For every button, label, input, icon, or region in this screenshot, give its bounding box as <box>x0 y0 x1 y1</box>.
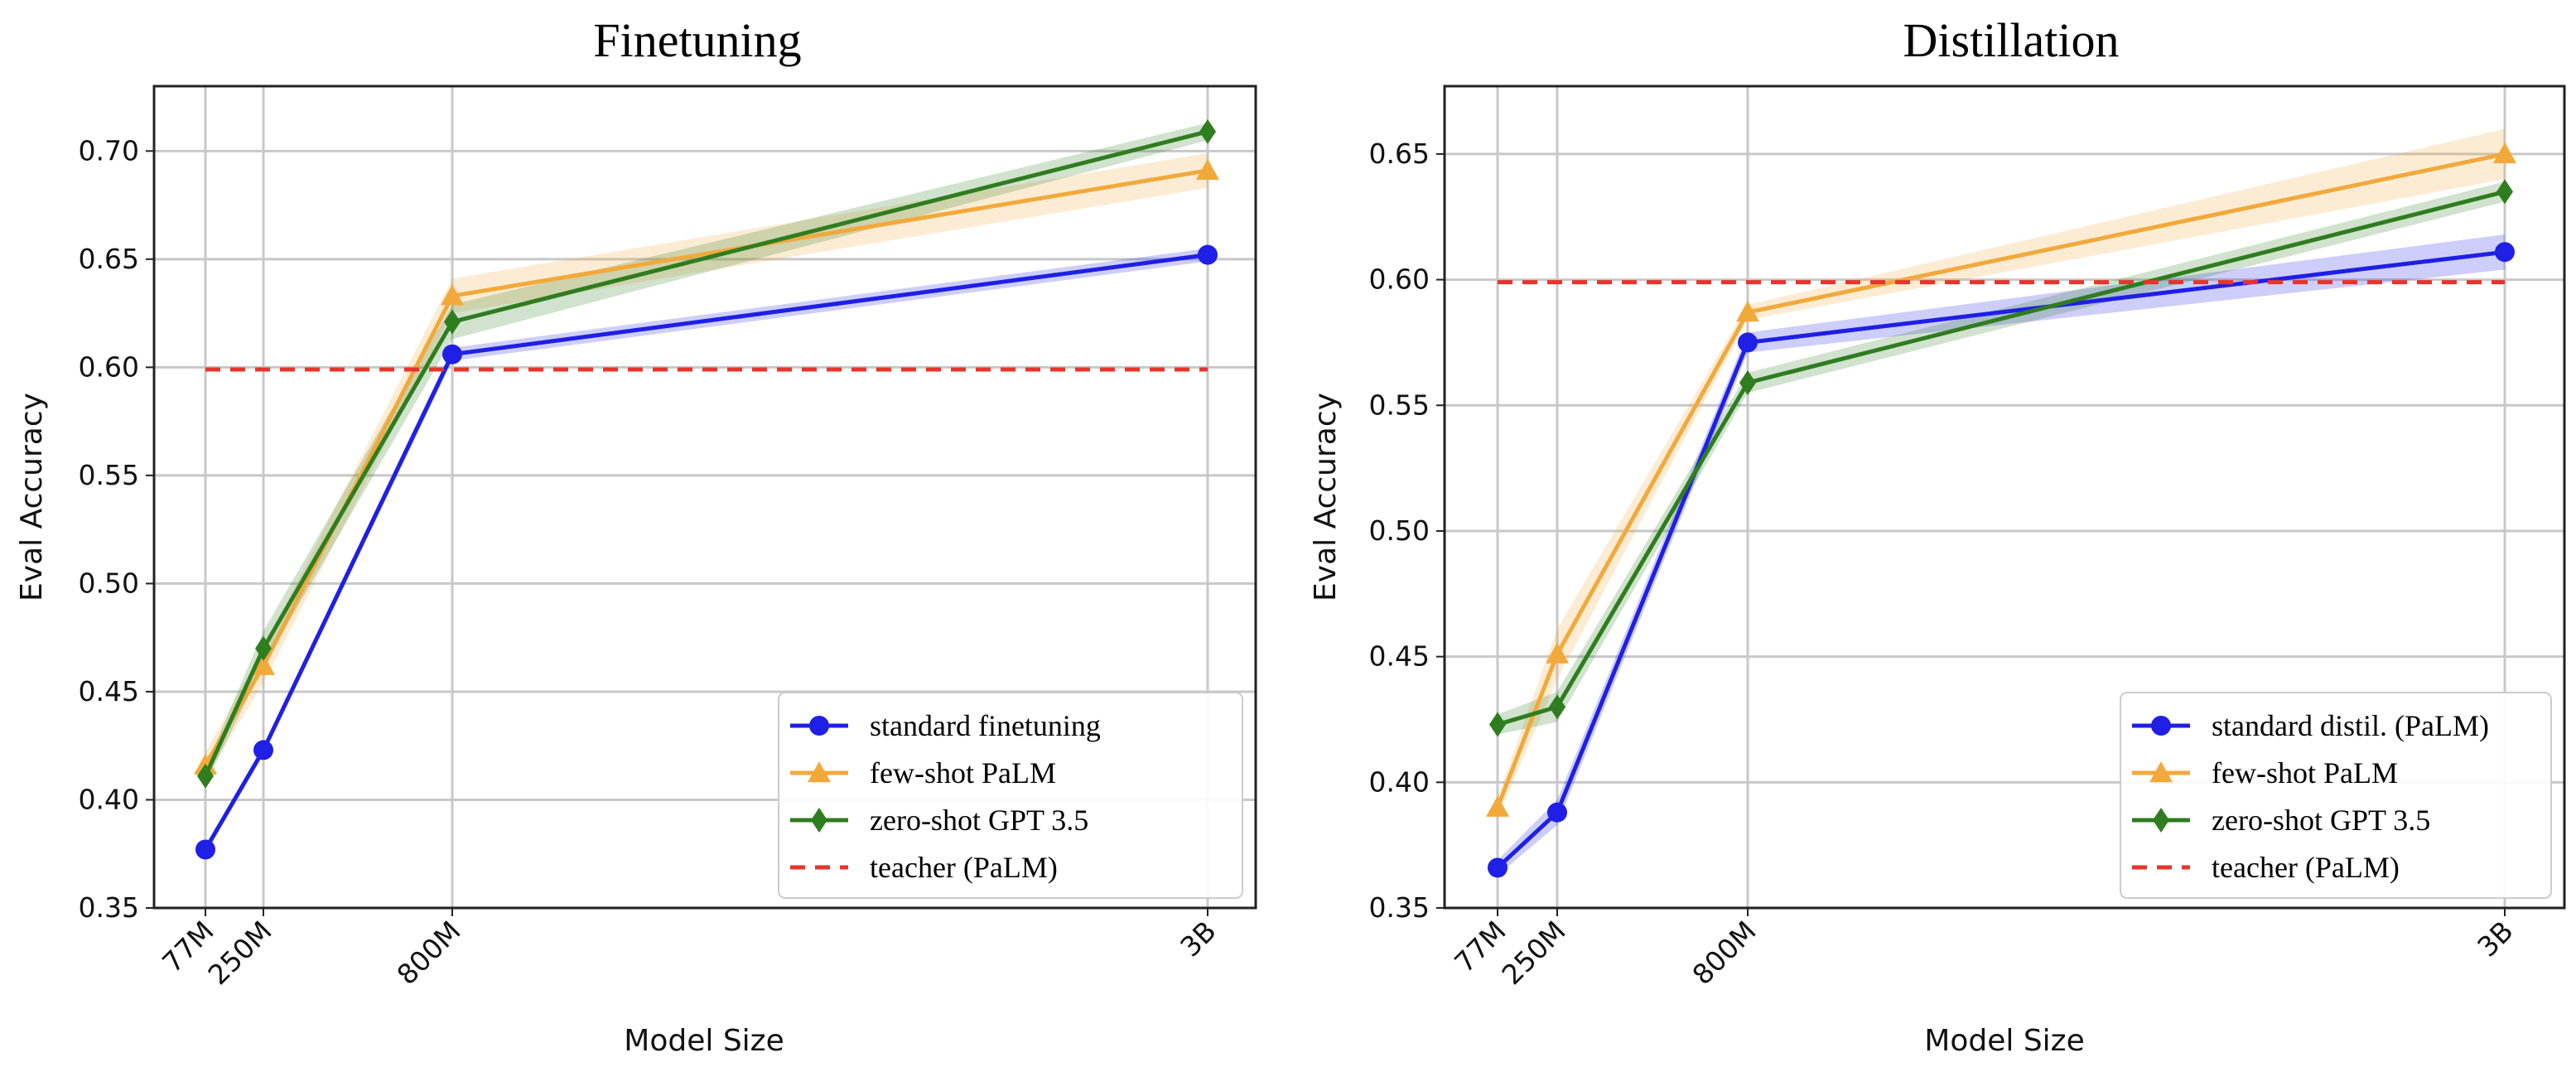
data-point <box>1486 795 1509 817</box>
y-tick-label: 0.45 <box>79 675 139 707</box>
series-line <box>1496 249 2506 870</box>
legend-swatch-marker <box>811 808 827 833</box>
data-point <box>1739 369 1756 395</box>
y-tick-label: 0.50 <box>1369 514 1430 547</box>
data-point <box>2495 242 2515 263</box>
x-tick-label: 3B <box>1174 915 1222 963</box>
y-tick-label: 0.40 <box>1369 765 1430 798</box>
y-tick-label: 0.35 <box>1369 891 1430 924</box>
data-point <box>1549 694 1565 720</box>
y-tick-label: 0.65 <box>1369 138 1430 170</box>
y-axis-label: Eval Accuracy <box>1309 393 1343 601</box>
series-line <box>203 129 1208 777</box>
legend-label: few-shot PaLM <box>870 756 1056 789</box>
legend-box <box>2120 692 2552 899</box>
x-axis-label: Model Size <box>1924 1024 2084 1058</box>
y-tick-label: 0.60 <box>1369 263 1430 296</box>
data-point <box>195 839 215 860</box>
data-point <box>442 344 462 365</box>
legend-label: teacher (PaLM) <box>2212 851 2400 884</box>
plot-frame <box>152 84 1257 910</box>
x-tick-label: 800M <box>1686 915 1762 991</box>
y-tick-label: 0.40 <box>79 783 139 815</box>
data-point <box>1489 712 1506 737</box>
legend-label: zero-shot GPT 3.5 <box>870 804 1088 837</box>
legend-label: standard distil. (PaLM) <box>2212 709 2489 742</box>
y-tick-label: 0.35 <box>79 891 139 924</box>
legend-label: few-shot PaLM <box>2212 756 2398 789</box>
y-tick-label: 0.55 <box>1369 389 1430 421</box>
data-point <box>444 309 461 335</box>
y-tick-label: 0.70 <box>79 134 139 167</box>
finetuning-chart: Finetuning Model Size Eval Accuracy 0.35… <box>15 13 1257 1058</box>
data-point <box>1198 244 1218 265</box>
legend-swatch-marker <box>2149 761 2173 783</box>
data-point <box>1199 118 1216 144</box>
x-tick-label: 800M <box>390 915 466 991</box>
data-point <box>1738 332 1758 353</box>
data-point <box>197 763 214 789</box>
series-band <box>1498 128 2505 818</box>
x-tick-label: 250M <box>201 915 277 991</box>
legend-label: zero-shot GPT 3.5 <box>2212 804 2430 837</box>
chart-title: Finetuning <box>593 13 801 67</box>
y-tick-label: 0.60 <box>79 350 139 383</box>
y-tick-label: 0.65 <box>79 243 139 275</box>
legend-swatch-marker <box>808 761 831 783</box>
data-point <box>2496 179 2513 205</box>
legend-swatch-marker <box>2153 808 2169 833</box>
data-point <box>1736 301 1759 322</box>
legend-label: teacher (PaLM) <box>870 851 1058 884</box>
x-tick-label: 3B <box>2471 915 2519 963</box>
legend-label: standard finetuning <box>870 709 1101 742</box>
y-tick-label: 0.55 <box>79 459 139 491</box>
series-band <box>205 152 1208 779</box>
x-axis-label: Model Size <box>624 1024 784 1058</box>
x-tick-label: 250M <box>1495 915 1571 991</box>
plot-frame <box>1443 84 2566 910</box>
data-point <box>255 635 272 661</box>
data-point <box>2493 142 2516 164</box>
chart-title: Distillation <box>1903 13 2120 67</box>
data-point <box>1488 857 1507 878</box>
legend-swatch-marker <box>2151 716 2171 736</box>
y-tick-label: 0.50 <box>79 567 139 599</box>
y-axis-label: Eval Accuracy <box>15 393 49 601</box>
legend-swatch-marker <box>809 716 829 736</box>
data-point <box>252 654 275 675</box>
data-point <box>253 740 273 760</box>
distillation-chart: Distillation Model Size Eval Accuracy 0.… <box>1309 13 2566 1058</box>
y-tick-label: 0.45 <box>1369 640 1430 673</box>
series-line <box>1497 189 2506 727</box>
data-point <box>1547 802 1567 823</box>
series-line <box>1495 152 2506 809</box>
data-point <box>1196 158 1219 181</box>
data-point <box>441 284 464 306</box>
series-band <box>205 123 1208 785</box>
series-line <box>203 253 1208 851</box>
data-point <box>1546 642 1569 664</box>
legend-box <box>778 692 1243 899</box>
